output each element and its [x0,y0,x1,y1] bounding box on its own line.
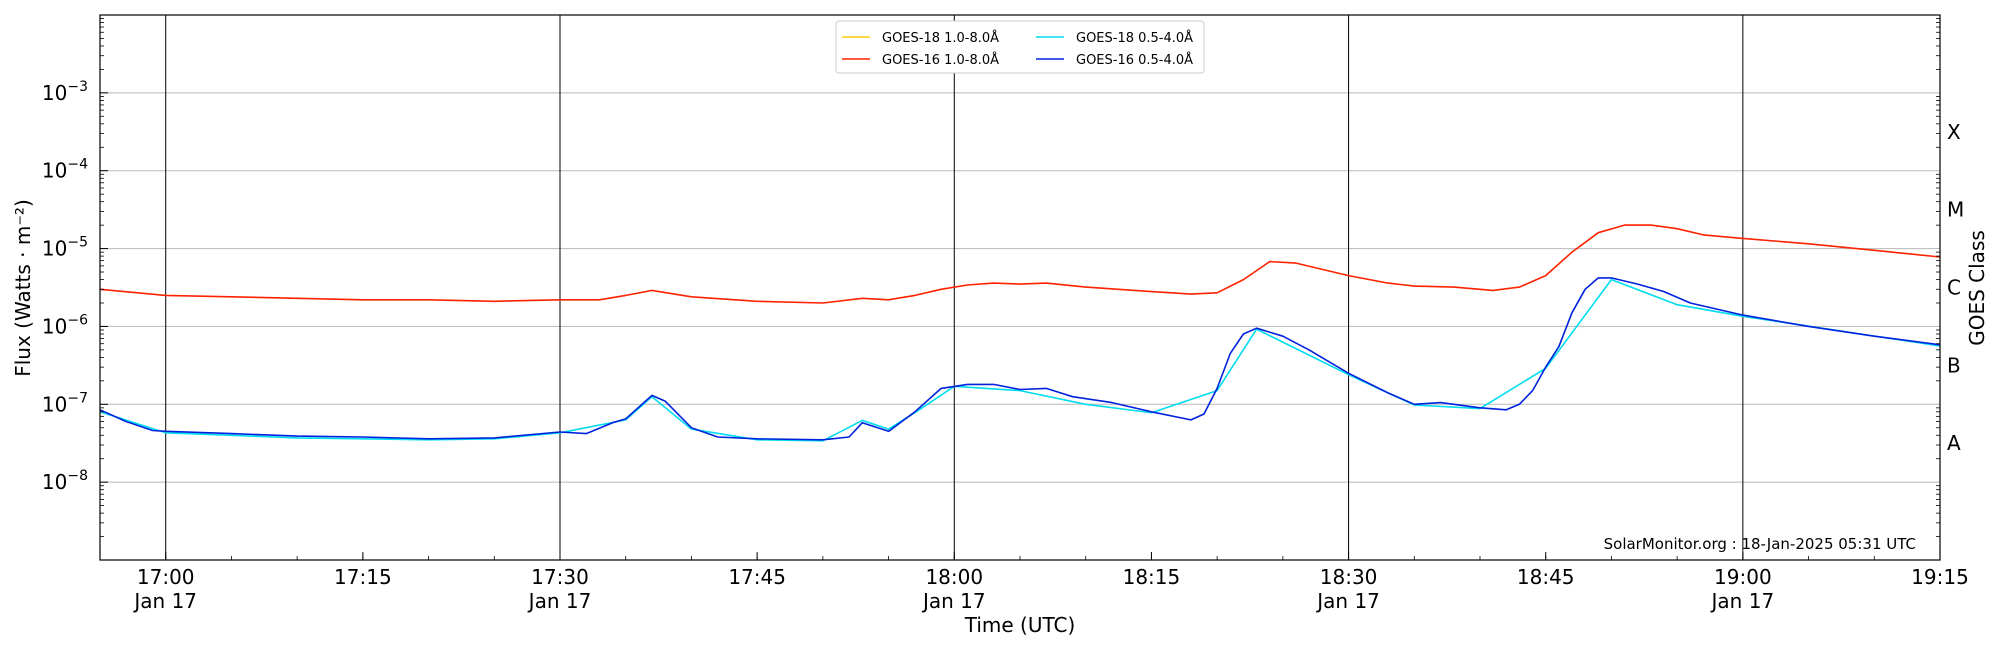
goes-class-label: C [1947,276,1961,300]
grid [100,15,1940,560]
x-tick-label: 17:30 [531,565,589,589]
goes-class-label: A [1947,431,1961,455]
data-series [99,224,1941,442]
y-tick-label: 10−8 [42,468,88,494]
x-tick-date-label: Jan 17 [527,589,592,613]
x-tick-label: 17:15 [334,565,392,589]
credit-text: SolarMonitor.org : 18-Jan-2025 05:31 UTC [1604,535,1916,553]
x-tick-label: 18:15 [1123,565,1181,589]
legend: GOES-18 1.0-8.0Å GOES-16 1.0-8.0Å GOES-18 … [835,20,1205,74]
x-tick-label: 18:30 [1320,565,1378,589]
x-tick-date-label: Jan 17 [1710,589,1775,613]
y-axis-title: Flux (Watts · m⁻²) [11,199,35,377]
y-tick-label: 10−4 [42,157,88,183]
legend-label: GOES-16 1.0-8.0Å [882,52,999,68]
x-tick-label: 19:15 [1911,565,1969,589]
goes-class-label: X [1947,120,1961,144]
legend-box [835,20,1205,74]
x-tick-label: 18:45 [1517,565,1575,589]
goes-class-label: M [1947,198,1964,222]
y-tick-label: 10−6 [42,312,88,338]
y-tick-label: 10−5 [42,235,88,261]
plot-background [100,15,1940,560]
x-tick-date-label: Jan 17 [921,589,986,613]
y-tick-label: 10−7 [42,390,88,416]
legend-label: GOES-18 1.0-8.0Å [882,30,999,46]
x-tick-label: 17:00 [137,565,195,589]
series-line [99,224,1941,304]
y-tick-label: 10−3 [42,79,88,105]
goes-class-labels: X M C B A [1947,120,1964,455]
legend-label: GOES-18 0.5-4.0Å [1076,30,1193,46]
x-tick-label: 19:00 [1714,565,1772,589]
x-tick-label: 18:00 [925,565,983,589]
x-axis-title: Time (UTC) [964,613,1076,637]
x-tick-date-label: Jan 17 [132,589,197,613]
x-tick-date-label: Jan 17 [1315,589,1380,613]
y-axis-right-title: GOES Class [1965,230,1989,346]
series-line [99,277,1941,441]
goes-class-label: B [1947,353,1961,377]
legend-label: GOES-16 0.5-4.0Å [1076,52,1193,68]
x-tick-label: 17:45 [728,565,786,589]
